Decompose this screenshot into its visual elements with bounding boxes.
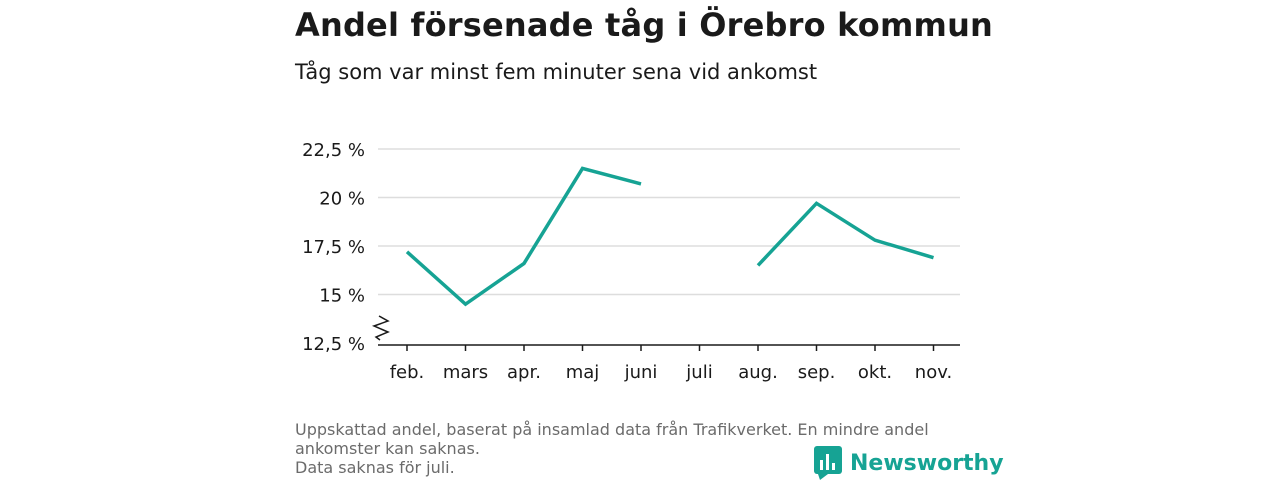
series-line [405, 166, 642, 307]
axis-break-icon [371, 315, 390, 341]
line-chart: 12,5 % 15 % 17,5 % 20 % 22,5 % feb. mars apr. ma… [302, 140, 960, 383]
x-tick-label: okt. [858, 362, 892, 383]
newsworthy-logo: Newsworthy [814, 446, 1004, 480]
chart-footer: Uppskattad andel, baserat på insamlad da… [295, 420, 995, 477]
chart-subtitle: Tåg som var minst fem minuter sena vid a… [295, 60, 818, 84]
data-point [639, 182, 643, 186]
y-tick-label: 22,5 % [302, 140, 365, 161]
brand-name: Newsworthy [850, 450, 1004, 476]
x-tick-label: aug. [738, 362, 778, 383]
footer-note-1: Uppskattad andel, baserat på insamlad da… [295, 420, 929, 439]
y-tick-label: 20 % [319, 189, 365, 210]
bar-chart-icon [814, 446, 842, 480]
data-point [581, 166, 585, 170]
y-tick-label: 17,5 % [302, 237, 365, 258]
x-tick-label: sep. [798, 362, 836, 383]
chart-title: Andel försenade tåg i Örebro kommun [295, 6, 994, 44]
x-tick-label: feb. [390, 362, 425, 383]
x-tick-label: maj [566, 362, 600, 383]
footer-note-2: ankomster kan saknas. [295, 439, 480, 458]
x-tick-label: mars [443, 362, 488, 383]
data-point [756, 263, 760, 267]
y-tick-label: 12,5 % [302, 334, 365, 355]
data-point [815, 201, 819, 205]
series-line [756, 201, 935, 267]
data-point [932, 256, 936, 260]
data-point [405, 250, 409, 254]
y-tick-label: 15 % [319, 286, 365, 307]
data-point [873, 238, 877, 242]
x-tick-label: apr. [507, 362, 541, 383]
x-tick-label: juni [624, 362, 658, 383]
footer-note-3: Data saknas för juli. [295, 458, 455, 477]
x-tick-label: juli [685, 362, 712, 383]
x-tick-label: nov. [915, 362, 952, 383]
data-point [464, 302, 468, 306]
data-point [522, 261, 526, 265]
